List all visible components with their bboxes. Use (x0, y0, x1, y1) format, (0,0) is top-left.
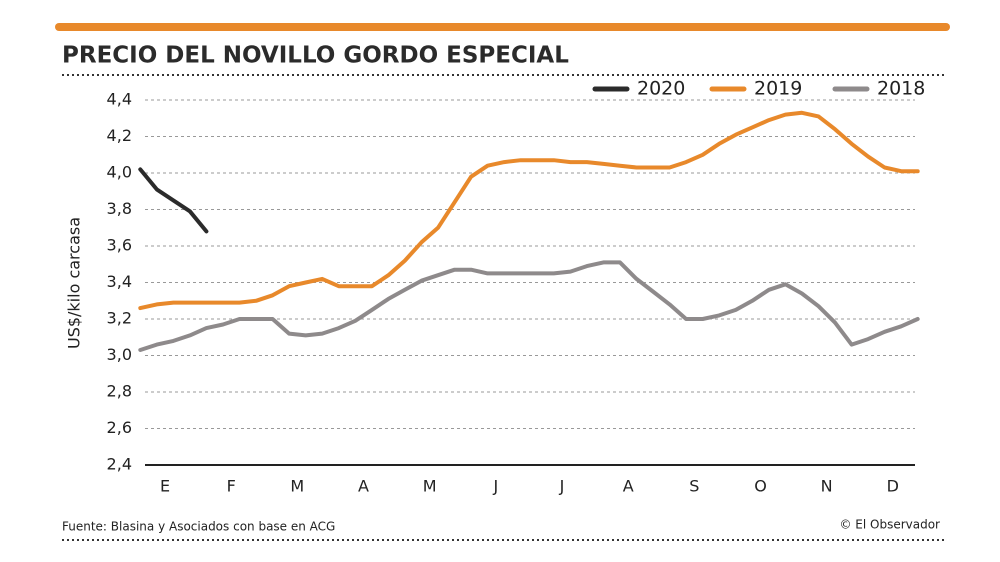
source: Fuente: Blasina y Asociados con base en … (62, 520, 335, 534)
y-tick-label: 3,2 (107, 309, 132, 328)
y-tick-label: 2,4 (107, 455, 132, 474)
x-tick-label: M (290, 477, 304, 496)
y-tick-label: 2,8 (107, 382, 132, 401)
x-tick-label: J (559, 477, 565, 496)
x-tick-label: S (689, 477, 699, 496)
y-tick-label: 3,8 (107, 199, 132, 218)
top-bar (55, 23, 950, 31)
x-tick-label: O (754, 477, 767, 496)
y-tick-label: 3,6 (107, 236, 132, 255)
x-tick-label: J (492, 477, 498, 496)
y-tick-label: 3,0 (107, 345, 132, 364)
y-axis-label: US$/kilo carcasa (65, 217, 84, 349)
x-tick-label: F (227, 477, 236, 496)
line-series (138, 167, 209, 234)
y-tick-label: 4,2 (107, 126, 132, 145)
line-series (138, 260, 920, 352)
x-tick-label: N (821, 477, 833, 496)
y-tick-label: 2,6 (107, 418, 132, 437)
legend-label: 2018 (877, 78, 925, 100)
credit: © El Observador (839, 518, 940, 532)
x-tick-label: M (423, 477, 437, 496)
x-tick-label: A (623, 477, 634, 496)
line-series (138, 110, 920, 311)
legend-label: 2019 (754, 78, 802, 100)
y-tick-label: 4,0 (107, 163, 132, 182)
y-tick-label: 4,4 (107, 90, 132, 109)
legend-label: 2020 (637, 78, 685, 100)
y-tick-label: 3,4 (107, 272, 132, 291)
x-tick-label: D (887, 477, 899, 496)
x-tick-label: E (160, 477, 170, 496)
chart-title: PRECIO DEL NOVILLO GORDO ESPECIAL (62, 43, 569, 69)
x-tick-label: A (358, 477, 369, 496)
